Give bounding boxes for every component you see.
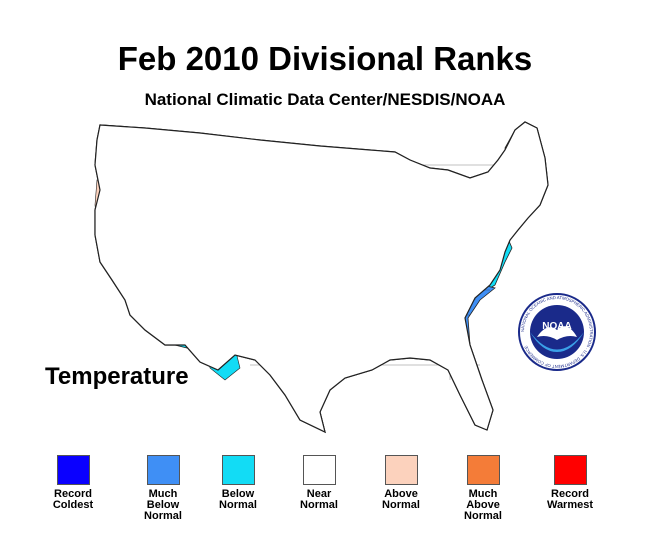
legend-label: Below Normal bbox=[219, 488, 257, 511]
legend-label: Much Below Normal bbox=[144, 488, 182, 522]
legend-swatch bbox=[553, 455, 587, 485]
legend-item-above-normal: Above Normal bbox=[356, 455, 446, 511]
legend: Record Coldest Much Below Normal Below N… bbox=[0, 455, 650, 534]
legend-swatch bbox=[221, 455, 255, 485]
legend-item-near-normal: Near Normal bbox=[274, 455, 364, 511]
legend-label: Record Coldest bbox=[52, 488, 94, 511]
legend-label: Record Warmest bbox=[546, 488, 594, 511]
legend-swatch bbox=[56, 455, 90, 485]
legend-item-much-below-normal: Much Below Normal bbox=[118, 455, 208, 522]
legend-item-record-warmest: Record Warmest bbox=[525, 455, 615, 511]
legend-label: Above Normal bbox=[382, 488, 420, 511]
legend-swatch bbox=[466, 455, 500, 485]
legend-swatch bbox=[302, 455, 336, 485]
map-subtitle: National Climatic Data Center/NESDIS/NOA… bbox=[144, 90, 506, 109]
parameter-label: Temperature bbox=[45, 363, 189, 390]
legend-label: Near Normal bbox=[300, 488, 338, 511]
legend-item-below-normal: Below Normal bbox=[193, 455, 283, 511]
legend-item-record-coldest: Record Coldest bbox=[28, 455, 118, 511]
legend-item-much-above-normal: Much Above Normal bbox=[438, 455, 528, 522]
map-title: Feb 2010 Divisional Ranks bbox=[117, 40, 533, 77]
noaa-seal-icon: NOAA NATIONAL OCEANIC AND ATMOSPHERIC AD… bbox=[518, 293, 596, 371]
legend-label: Much Above Normal bbox=[464, 488, 502, 522]
noaa-logo-text: NOAA bbox=[542, 321, 571, 332]
legend-swatch bbox=[384, 455, 418, 485]
legend-swatch bbox=[146, 455, 180, 485]
